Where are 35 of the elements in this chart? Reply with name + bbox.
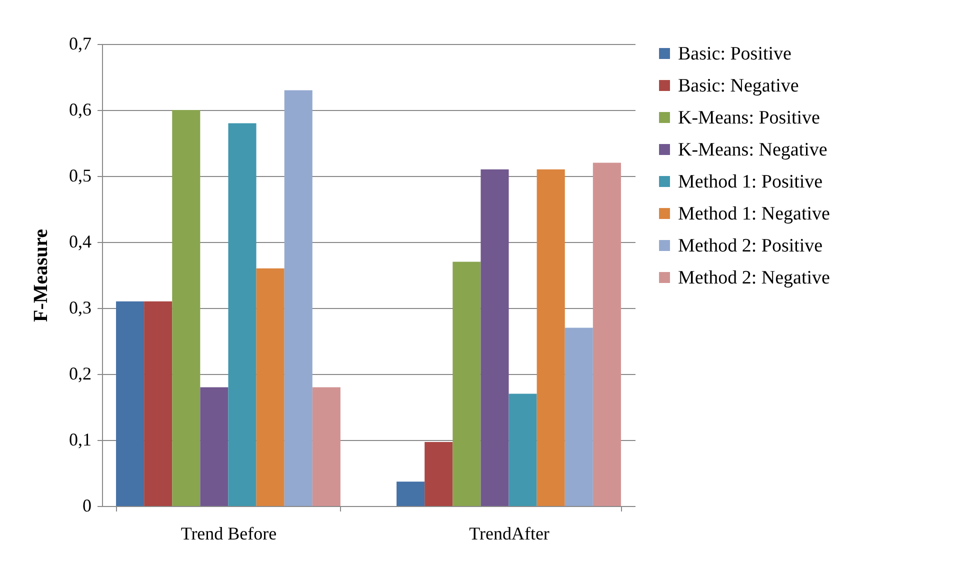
y-tick-label: 0,4 [69,232,92,252]
y-tick-label: 0,3 [69,298,92,318]
bar [480,169,509,506]
bar [116,301,144,506]
y-tick-label: 0,1 [69,430,92,450]
y-tick-label: 0,2 [69,364,92,384]
bar [508,394,537,506]
legend-label: Method 2: Positive [678,236,823,256]
legend-label: Basic: Negative [678,76,799,96]
bar [536,169,565,506]
bar [284,90,312,506]
y-tick-label: 0,7 [69,34,92,54]
legend-label: Method 1: Negative [678,204,830,224]
legend-label: Basic: Positive [678,44,792,64]
y-tick-label: 0,6 [69,100,92,120]
legend-label: Method 2: Negative [678,268,830,288]
bar [200,387,228,506]
y-tick-label: 0 [82,496,92,516]
legend-label: K-Means: Positive [678,108,820,128]
bar [564,328,593,506]
bar [312,387,340,506]
bar [396,482,425,506]
y-axis-title: F-Measure [30,228,52,322]
legend-label: Method 1: Positive [678,172,823,192]
x-tick-label: Trend Before [180,524,277,544]
bar [228,123,256,506]
bar [144,301,172,506]
bar [256,268,284,506]
bar [452,262,481,506]
y-tick-label: 0,5 [69,166,92,186]
legend-label: K-Means: Negative [678,140,828,160]
x-tick-label: TrendAfter [469,524,550,544]
bar [424,442,453,506]
bar [172,110,200,506]
bar [592,162,621,506]
